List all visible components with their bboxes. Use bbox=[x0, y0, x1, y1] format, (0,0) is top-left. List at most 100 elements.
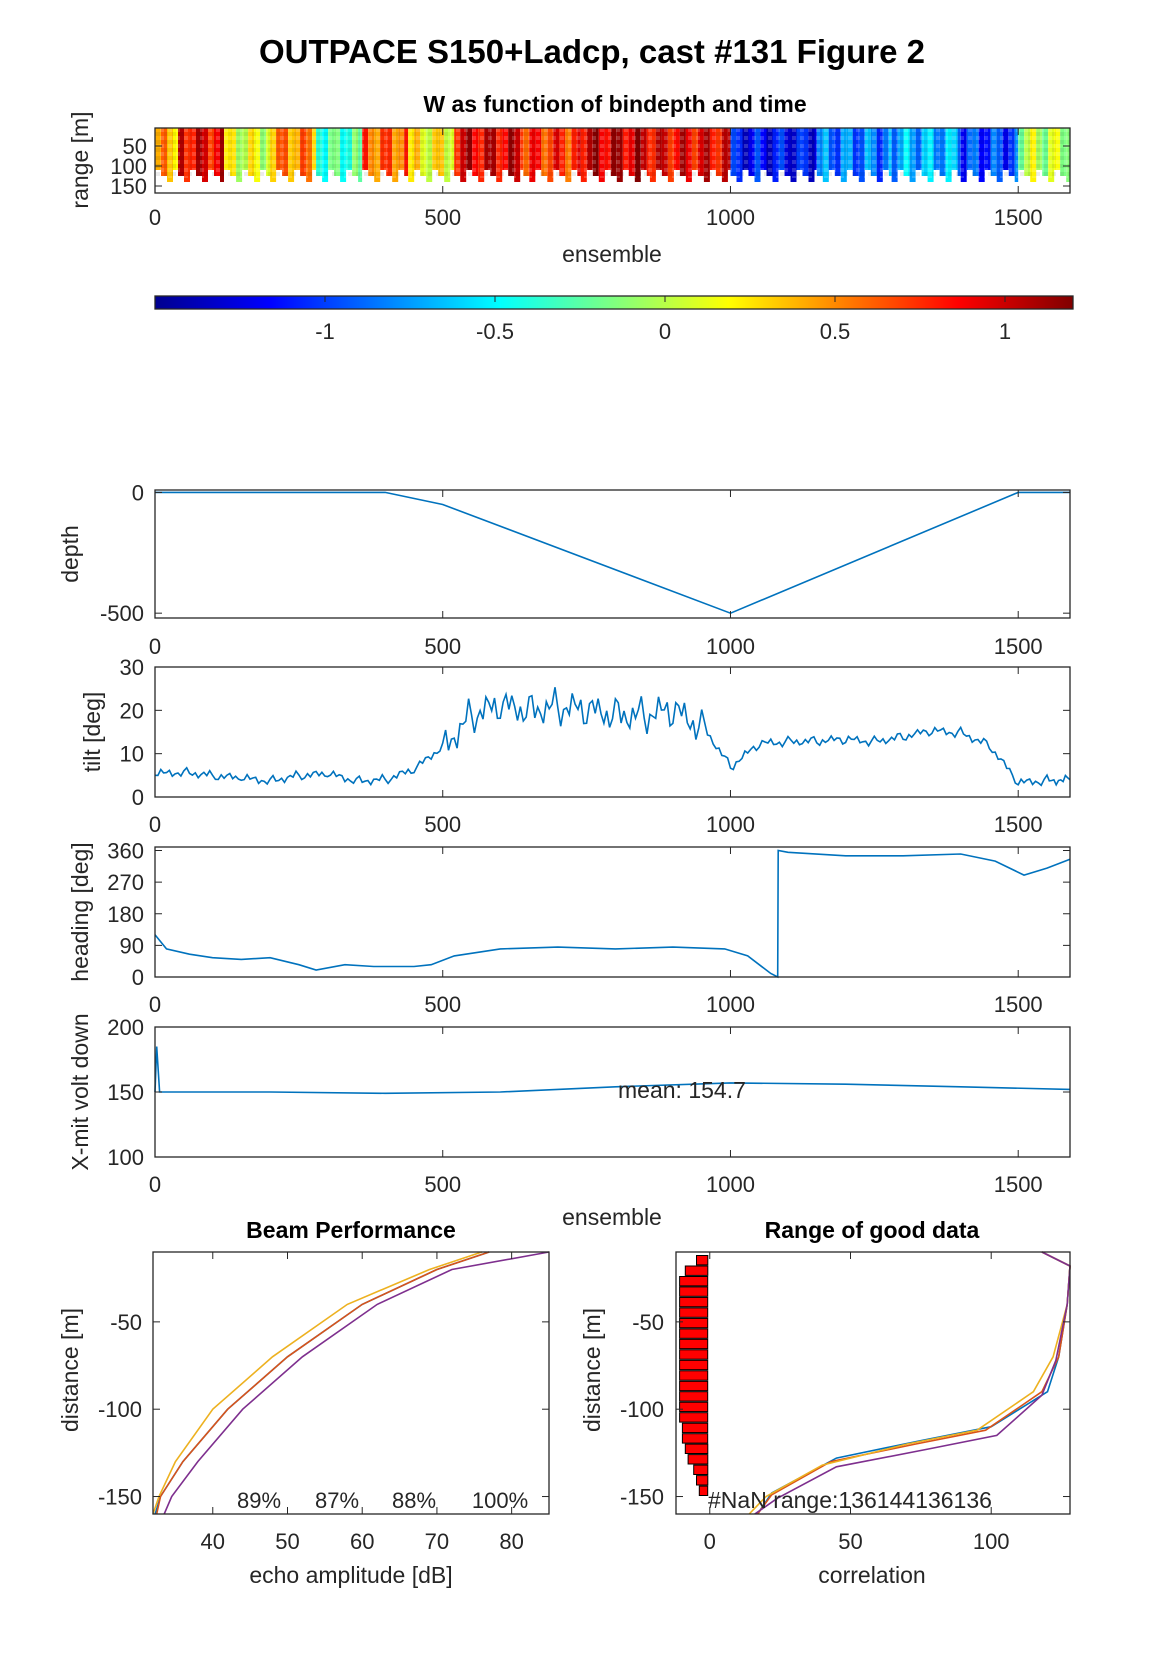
x-tick-label: 0 bbox=[704, 1529, 716, 1554]
depth-panel: 0 500 1000 1500 0-500 depth bbox=[57, 480, 1071, 659]
heading-frame bbox=[154, 846, 1071, 978]
nan-bar bbox=[684, 1265, 709, 1276]
tilt-x-ticks: 0 500 1000 1500 bbox=[149, 667, 1043, 837]
y-tick-label: 150 bbox=[110, 174, 147, 199]
tilt-y-ticks: 0 10 20 30 bbox=[120, 655, 1070, 810]
y-tick-label: 150 bbox=[107, 1080, 144, 1105]
y-tick-label: 10 bbox=[120, 742, 144, 767]
colorbar-tick-label: 0.5 bbox=[820, 319, 851, 344]
colorbar-ticks: -1 -0.5 0 0.5 1 bbox=[315, 296, 1011, 344]
colorbar-tick-label: -1 bbox=[315, 319, 335, 344]
y-tick-label: -150 bbox=[98, 1485, 142, 1510]
y-tick-label: -50 bbox=[110, 1310, 142, 1335]
beam-y-label: distance [m] bbox=[57, 1308, 83, 1432]
xmit-volt-annotation: mean: 154.7 bbox=[618, 1077, 746, 1103]
y-tick-label: 0 bbox=[132, 785, 144, 810]
w-image-x-ticks: 0 500 1000 1500 bbox=[149, 128, 1043, 230]
range-nan-annotation: #NaN range:136144136136 bbox=[708, 1487, 992, 1513]
xmit-volt-series-line bbox=[154, 1046, 1071, 1095]
beam-series-line bbox=[154, 1251, 490, 1515]
x-tick-label: 70 bbox=[425, 1529, 449, 1554]
range-good-data-frame bbox=[675, 1251, 1071, 1515]
x-tick-label: 500 bbox=[424, 812, 461, 837]
nan-bar bbox=[698, 1485, 709, 1496]
colorbar-tick-label: 0 bbox=[659, 319, 671, 344]
tilt-series-line bbox=[154, 687, 1071, 787]
range-series-line bbox=[754, 1251, 1071, 1515]
x-tick-label: 0 bbox=[149, 634, 161, 659]
w-image-panel: W as function of bindepth and time 0 500 1… bbox=[67, 91, 1071, 267]
x-tick-label: 80 bbox=[499, 1529, 523, 1554]
nan-bar bbox=[679, 1380, 709, 1392]
w-image-title: W as function of bindepth and time bbox=[423, 91, 806, 117]
nan-bar bbox=[679, 1349, 709, 1360]
x-tick-label: 1000 bbox=[706, 205, 755, 230]
w-image-frame bbox=[154, 127, 1071, 194]
xmit-volt-x-ticks: 0 500 1000 1500 bbox=[149, 1027, 1043, 1197]
nan-bar bbox=[679, 1391, 709, 1402]
tilt-frame bbox=[154, 666, 1071, 798]
beam-series-line bbox=[152, 1251, 483, 1515]
beam-series-line bbox=[155, 1251, 490, 1515]
x-tick-label: 50 bbox=[838, 1529, 862, 1554]
beam-performance-frame bbox=[152, 1251, 550, 1515]
y-tick-label: 200 bbox=[107, 1015, 144, 1040]
nan-count-bars bbox=[679, 1255, 709, 1496]
x-tick-label: 1500 bbox=[994, 992, 1043, 1017]
depth-x-ticks: 0 500 1000 1500 bbox=[149, 490, 1043, 659]
beam-percent-label: 87% bbox=[315, 1488, 359, 1513]
depth-frame bbox=[154, 489, 1071, 619]
x-tick-label: 0 bbox=[149, 205, 161, 230]
nan-bar bbox=[679, 1296, 709, 1308]
x-tick-label: 0 bbox=[149, 992, 161, 1017]
tilt-panel: 0 500 1000 1500 0 10 20 30 tilt [deg] bbox=[79, 655, 1071, 837]
w-image-x-label: ensemble bbox=[562, 241, 662, 267]
x-tick-label: 100 bbox=[973, 1529, 1010, 1554]
x-tick-label: 1000 bbox=[706, 634, 755, 659]
tilt-y-label: tilt [deg] bbox=[79, 692, 105, 773]
nan-bar bbox=[696, 1475, 709, 1486]
colorbar-gradient bbox=[155, 296, 1073, 309]
depth-y-label: depth bbox=[57, 525, 83, 583]
nan-bar bbox=[679, 1276, 709, 1287]
y-tick-label: 100 bbox=[110, 154, 147, 179]
x-tick-label: 1500 bbox=[994, 1172, 1043, 1197]
beam-percent-label: 100% bbox=[472, 1488, 528, 1513]
range-series-line bbox=[748, 1251, 1071, 1515]
range-y-label: distance [m] bbox=[579, 1308, 605, 1432]
x-tick-label: 500 bbox=[424, 1172, 461, 1197]
beam-performance-panel: Beam Performance 89% 87% 88% 100% 40 50 60 70 8… bbox=[57, 1217, 550, 1588]
x-tick-label: 500 bbox=[424, 634, 461, 659]
nan-bar bbox=[679, 1286, 709, 1297]
nan-bar bbox=[679, 1317, 709, 1329]
y-tick-label: 30 bbox=[120, 655, 144, 680]
xmit-volt-y-ticks: 100 150 200 bbox=[107, 1015, 1070, 1170]
y-tick-label: 50 bbox=[123, 134, 147, 159]
heading-y-ticks: 0 90 180 270 360 bbox=[107, 839, 1070, 990]
heading-series-line bbox=[154, 849, 1071, 979]
y-tick-label: -100 bbox=[620, 1397, 664, 1422]
y-tick-label: -100 bbox=[98, 1397, 142, 1422]
heading-y-label: heading [deg] bbox=[67, 842, 93, 981]
x-tick-label: 1500 bbox=[994, 634, 1043, 659]
x-tick-label: 1000 bbox=[706, 992, 755, 1017]
x-tick-label: 1500 bbox=[994, 812, 1043, 837]
x-tick-label: 40 bbox=[201, 1529, 225, 1554]
beam-series-line bbox=[163, 1251, 550, 1515]
x-tick-label: 50 bbox=[275, 1529, 299, 1554]
heading-x-ticks: 0 500 1000 1500 bbox=[149, 847, 1043, 1017]
w-image-cells bbox=[155, 128, 1070, 182]
y-tick-label: -50 bbox=[632, 1310, 664, 1335]
beam-performance-title: Beam Performance bbox=[246, 1217, 456, 1243]
range-y-ticks: -50 -100 -150 bbox=[620, 1310, 1070, 1510]
depth-series-line bbox=[155, 491, 1070, 615]
beam-x-ticks: 40 50 60 70 80 bbox=[201, 1252, 524, 1554]
nan-bar bbox=[679, 1338, 709, 1350]
nan-bar bbox=[679, 1412, 709, 1423]
nan-bar bbox=[679, 1370, 709, 1381]
y-tick-label: 20 bbox=[120, 698, 144, 723]
heading-panel: 0 500 1000 1500 0 90 180 270 360 heading [deg] bbox=[67, 839, 1071, 1017]
beam-x-label: echo amplitude [dB] bbox=[249, 1562, 452, 1588]
